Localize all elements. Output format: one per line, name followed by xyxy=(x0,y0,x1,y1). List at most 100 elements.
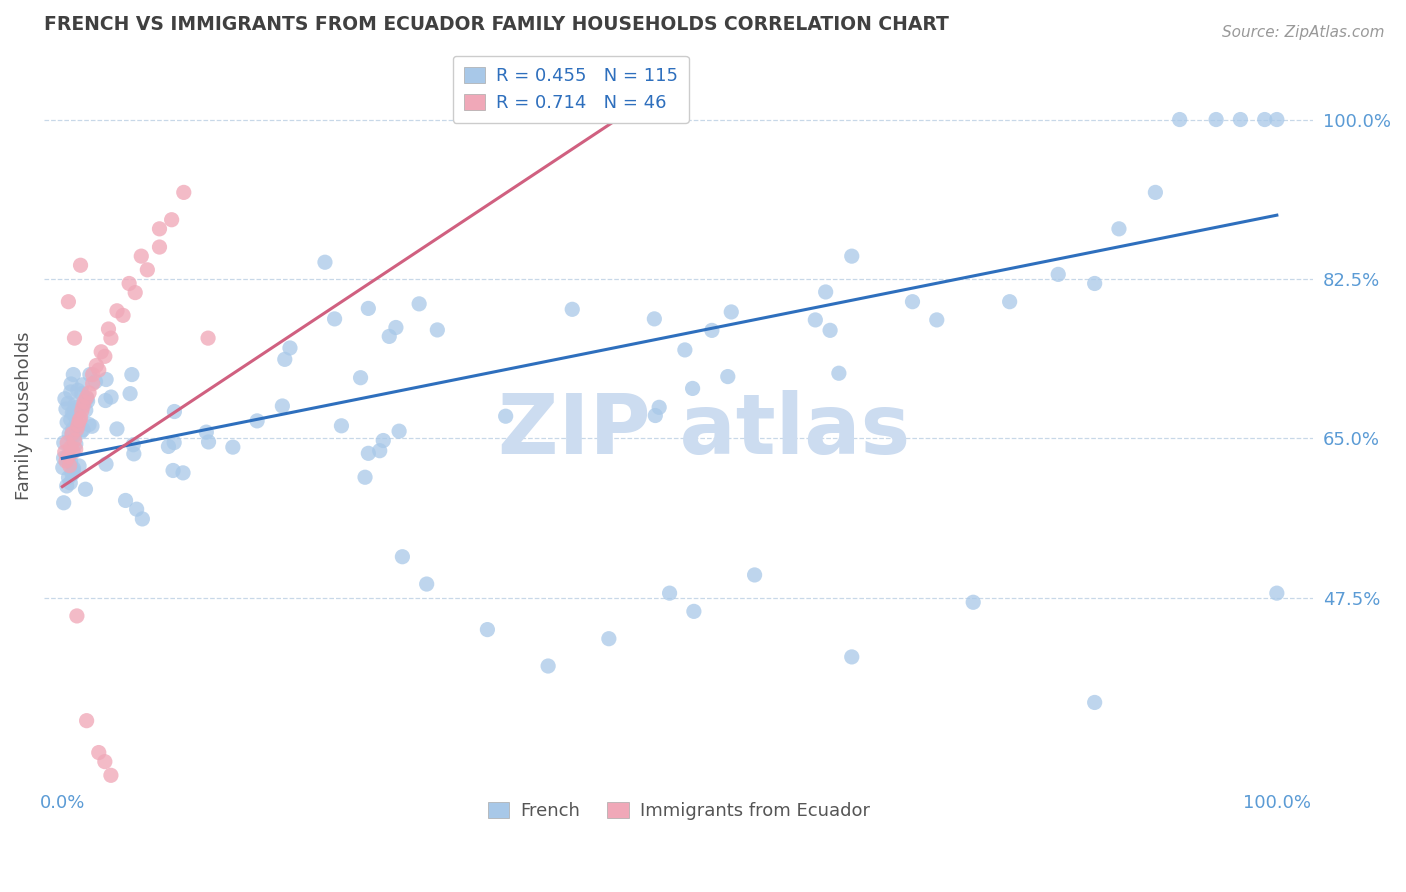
Point xyxy=(67,417,90,432)
Point xyxy=(75,403,97,417)
Point xyxy=(60,406,83,420)
Point xyxy=(72,400,94,414)
Point xyxy=(60,426,83,441)
Point xyxy=(58,426,80,441)
Point xyxy=(55,454,77,468)
Point xyxy=(925,313,948,327)
Point xyxy=(222,440,245,454)
Point xyxy=(62,368,84,382)
Point xyxy=(59,454,82,468)
Point xyxy=(100,768,122,782)
Point xyxy=(105,422,128,436)
Point xyxy=(118,277,141,291)
Point xyxy=(80,419,103,434)
Point xyxy=(278,341,301,355)
Point xyxy=(82,376,104,391)
Point xyxy=(561,302,583,317)
Point xyxy=(271,399,294,413)
Point xyxy=(354,470,377,484)
Point xyxy=(163,404,186,418)
Point xyxy=(62,445,84,459)
Point xyxy=(804,313,827,327)
Point xyxy=(1205,112,1227,127)
Point xyxy=(246,414,269,428)
Point xyxy=(388,424,411,438)
Point xyxy=(122,447,145,461)
Point xyxy=(73,395,96,409)
Point xyxy=(77,417,100,432)
Point xyxy=(53,445,76,459)
Point xyxy=(162,463,184,477)
Point xyxy=(173,186,195,200)
Point xyxy=(274,352,297,367)
Point xyxy=(59,458,82,473)
Point xyxy=(52,496,75,510)
Point xyxy=(148,222,170,236)
Point xyxy=(357,301,380,316)
Point xyxy=(100,390,122,404)
Point xyxy=(683,604,706,618)
Point xyxy=(52,435,75,450)
Point xyxy=(378,329,401,343)
Point xyxy=(87,746,110,760)
Point xyxy=(62,463,84,477)
Point xyxy=(72,377,94,392)
Point xyxy=(1168,112,1191,127)
Point xyxy=(66,609,89,624)
Point xyxy=(962,595,984,609)
Point xyxy=(841,649,863,664)
Point xyxy=(65,442,87,457)
Point xyxy=(77,385,100,400)
Point xyxy=(67,458,90,473)
Point xyxy=(94,457,117,471)
Point xyxy=(1084,277,1107,291)
Point xyxy=(197,434,219,449)
Point xyxy=(357,446,380,460)
Point xyxy=(59,384,82,399)
Point xyxy=(673,343,696,357)
Point xyxy=(59,475,82,490)
Point xyxy=(495,409,517,424)
Point xyxy=(314,255,336,269)
Point xyxy=(1144,186,1167,200)
Point xyxy=(69,411,91,425)
Point xyxy=(62,422,84,436)
Point xyxy=(90,344,112,359)
Point xyxy=(1108,222,1130,236)
Point xyxy=(66,422,89,436)
Point xyxy=(408,297,430,311)
Point xyxy=(76,394,98,409)
Point xyxy=(648,401,671,415)
Point xyxy=(56,435,79,450)
Point xyxy=(330,418,353,433)
Point xyxy=(160,212,183,227)
Point xyxy=(700,323,723,337)
Point xyxy=(124,285,146,300)
Point xyxy=(197,331,219,345)
Point xyxy=(56,416,79,430)
Point xyxy=(63,398,86,412)
Point xyxy=(373,434,395,448)
Point xyxy=(477,623,499,637)
Point xyxy=(58,451,80,466)
Point xyxy=(60,376,83,391)
Point xyxy=(105,303,128,318)
Point xyxy=(63,429,86,443)
Point xyxy=(63,331,86,345)
Point xyxy=(901,294,924,309)
Point xyxy=(100,331,122,345)
Point xyxy=(55,479,77,493)
Point xyxy=(129,249,152,263)
Point xyxy=(67,413,90,427)
Point xyxy=(75,482,97,496)
Point xyxy=(66,384,89,398)
Point xyxy=(76,390,98,404)
Point xyxy=(66,401,89,415)
Point xyxy=(598,632,620,646)
Point xyxy=(94,372,117,386)
Point xyxy=(62,461,84,475)
Point xyxy=(841,249,863,263)
Point xyxy=(720,305,742,319)
Point xyxy=(87,363,110,377)
Point xyxy=(72,423,94,437)
